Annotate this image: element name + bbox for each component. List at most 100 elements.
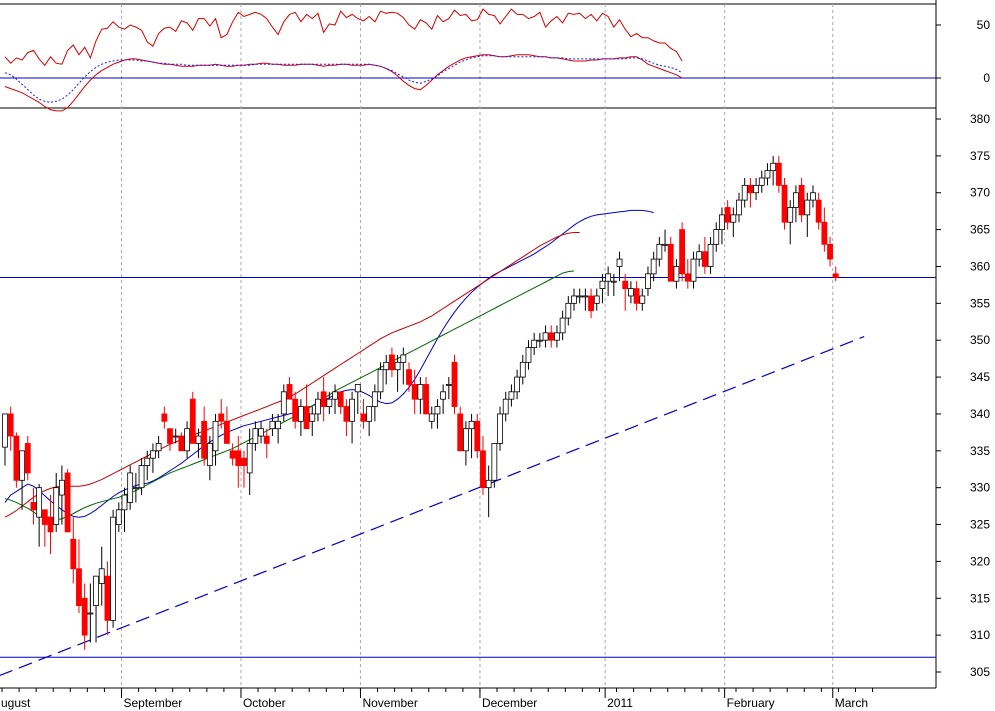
- candle-body: [576, 295, 583, 298]
- candle-body: [662, 243, 668, 246]
- candle-body: [798, 184, 805, 216]
- candle-body: [815, 199, 822, 223]
- candle-body: [633, 288, 640, 304]
- candle-body: [423, 384, 429, 415]
- price-y-tick-label: 375: [970, 149, 990, 163]
- candle-body: [121, 494, 128, 511]
- candle-body: [400, 354, 407, 363]
- price-y-tick-label: 320: [970, 554, 990, 568]
- candle-body: [406, 369, 412, 385]
- candle-body: [218, 413, 225, 422]
- candle-body: [7, 413, 14, 437]
- candle-body: [565, 302, 572, 319]
- candle-body: [428, 413, 435, 422]
- candle-body: [764, 170, 771, 179]
- candle-body: [502, 398, 509, 415]
- candle-body: [645, 273, 651, 289]
- candle-body: [110, 516, 117, 621]
- candle-body: [457, 413, 464, 452]
- candle-body: [144, 457, 151, 466]
- candle-body: [616, 258, 623, 267]
- candle-body: [736, 199, 742, 216]
- candle-body: [377, 369, 384, 393]
- candle-body: [383, 361, 390, 371]
- candle-body: [770, 162, 777, 172]
- candle-body: [349, 398, 355, 422]
- x-axis-month-label: September: [123, 696, 182, 710]
- candle-body: [24, 443, 31, 474]
- price-y-tick-label: 350: [970, 333, 990, 347]
- candle-body: [212, 420, 219, 452]
- x-axis-month-label: December: [482, 696, 537, 710]
- candle-body: [2, 413, 8, 448]
- candle-body: [787, 207, 794, 223]
- candle-body: [309, 413, 316, 422]
- oscillator-panel: [0, 8, 936, 112]
- x-axis-month-label: 2011: [607, 696, 633, 710]
- candle-body: [224, 420, 230, 444]
- candle-body: [394, 361, 401, 371]
- moving-average-line: [4, 270, 575, 521]
- candle-body: [30, 502, 37, 511]
- chart-frame: [0, 0, 937, 689]
- candle-body: [297, 406, 304, 422]
- candle-body: [519, 361, 526, 378]
- candle-body: [622, 280, 629, 289]
- candle-body: [605, 273, 612, 282]
- candle-body: [275, 420, 282, 430]
- candle-body: [810, 192, 816, 201]
- candle-body: [542, 332, 549, 341]
- candle-body: [588, 295, 594, 312]
- candle-body: [53, 487, 60, 525]
- candle-body: [132, 487, 139, 490]
- candle-body: [201, 420, 208, 459]
- candle-body: [389, 354, 395, 371]
- candle-body: [263, 435, 270, 444]
- candle-body: [628, 288, 634, 297]
- candle-body: [269, 420, 276, 430]
- candle-body: [64, 472, 71, 533]
- candle-body: [559, 317, 566, 334]
- candle-body: [366, 406, 373, 422]
- candle-body: [832, 273, 839, 278]
- candle-body: [536, 339, 543, 342]
- candle-body: [70, 538, 77, 570]
- candle-body: [315, 398, 321, 415]
- price-y-tick-label: 330: [970, 481, 990, 495]
- candle-body: [286, 384, 293, 400]
- price-y-tick-label: 335: [970, 444, 990, 458]
- x-axis-month-label: February: [727, 696, 775, 710]
- candle-body: [36, 487, 43, 518]
- candle-body: [241, 457, 247, 466]
- candle-body: [417, 384, 424, 400]
- candle-body: [610, 280, 617, 283]
- price-y-tick-label: 360: [970, 259, 990, 273]
- candle-body: [713, 229, 720, 245]
- candle-body: [599, 280, 606, 289]
- price-y-tick-label: 325: [970, 518, 990, 532]
- candle-body: [707, 243, 714, 267]
- candle-body: [184, 428, 190, 452]
- candle-body: [696, 251, 703, 260]
- price-y-tick-label: 310: [970, 628, 990, 642]
- candle-body: [451, 361, 458, 407]
- osc-series-line: [4, 55, 683, 103]
- candle-body: [571, 295, 577, 304]
- candle-body: [280, 391, 287, 415]
- candle-body: [41, 509, 48, 525]
- candle-body: [724, 207, 731, 223]
- x-axis-month-label: October: [243, 696, 286, 710]
- price-panel: [0, 155, 936, 677]
- candle-body: [337, 391, 344, 407]
- candle-body: [485, 479, 492, 489]
- candle-body: [47, 516, 54, 533]
- candle-body: [747, 184, 754, 194]
- x-axis-month-label: March: [835, 696, 868, 710]
- candle-body: [246, 443, 253, 474]
- candle-body: [508, 391, 515, 400]
- candle-body: [497, 413, 503, 444]
- candle-body: [87, 612, 94, 615]
- candle-body: [758, 177, 765, 186]
- osc-series-line: [4, 8, 683, 67]
- candle-body: [59, 479, 65, 496]
